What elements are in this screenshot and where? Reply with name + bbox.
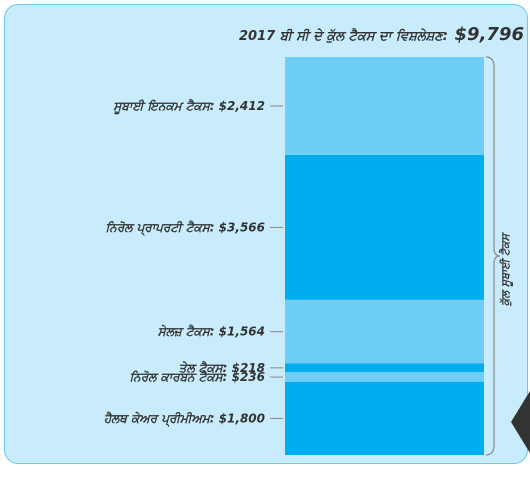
brace-label: ਕੁੱਲ ਸੂਬਾਈ ਟੈਕਸ [498,231,513,306]
segment-label: ਹੈਲਥ ਕੇਅਰ ਪ੍ਰੀਮੀਅਮ: $1,800 [104,410,265,426]
bar-segment [285,154,484,300]
bar-segment [285,363,484,373]
chart-title-text: 2017 ਬੀ ਸੀ ਦੇ ਕੁੱਲ ਟੈਕਸ ਦਾ ਵਿਸ਼ਲੇਸ਼ਣ: [239,29,448,44]
bar-segment [285,381,484,455]
segment-label: ਤੇਲ ਟੈਕਸ: $218 [179,360,265,375]
bar-segment [285,57,484,155]
chart-title: 2017 ਬੀ ਸੀ ਦੇ ਕੁੱਲ ਟੈਕਸ ਦਾ ਵਿਸ਼ਲੇਸ਼ਣ: $9… [4,24,524,45]
pointer-arrow-icon [511,386,530,458]
segment-label: ਸੂਬਾਈ ਇਨਕਮ ਟੈਕਸ: $2,412 [113,98,265,114]
bar-segment [285,372,484,382]
segment-labels: ਸੂਬਾਈ ਇਨਕਮ ਟੈਕਸ: $2,412 ਨਿਰੋਲ ਪ੍ਰਾਪਰਟੀ ਟੈ… [104,98,283,427]
total-brace [485,56,501,456]
segment-label: ਸੇਲਜ਼ ਟੈਕਸ: $1,564 [158,324,265,339]
chart-total-value: $9,796 [454,24,524,45]
segment-label: ਨਿਰੋਲ ਪ੍ਰਾਪਰਟੀ ਟੈਕਸ: $3,566 [105,219,265,235]
bar-segment [285,299,484,364]
segment-label: ਨਿਰੋਲ ਕਾਰਬਨ ਟੈਕਸ: $236 [129,369,265,384]
bar-segments [285,57,484,455]
